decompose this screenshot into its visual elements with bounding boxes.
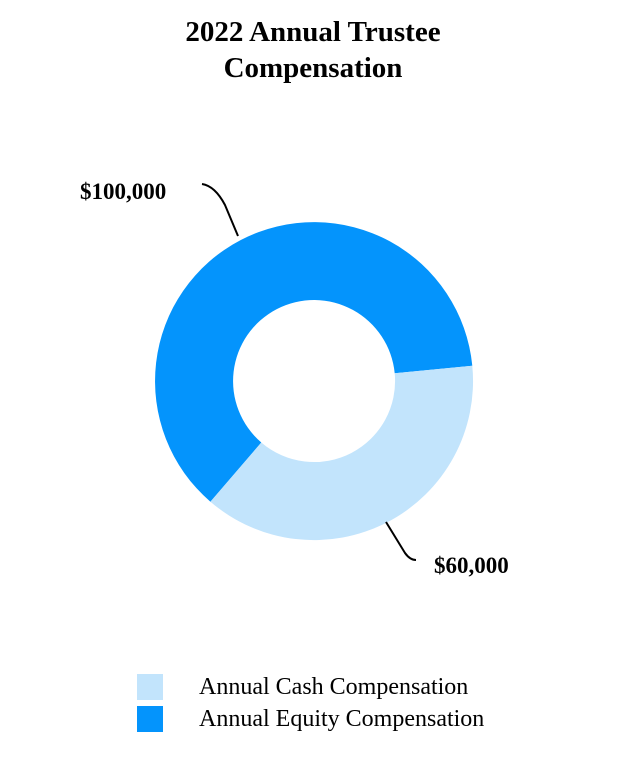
data-label-equity: $100,000 xyxy=(80,179,167,204)
leader-line-cash xyxy=(385,521,417,561)
donut-slice-cash[interactable] xyxy=(210,365,474,541)
chart-title-line-2: Compensation xyxy=(223,52,403,84)
chart-title: 2022 Annual Trustee Compensation xyxy=(0,14,626,86)
chart-title-line-1: 2022 Annual Trustee xyxy=(185,16,441,48)
legend-item-equity: Annual Equity Compensation xyxy=(137,703,484,735)
legend-item-cash: Annual Cash Compensation xyxy=(137,671,484,703)
legend: Annual Cash Compensation Annual Equity C… xyxy=(137,671,484,735)
legend-swatch-cash xyxy=(137,674,163,700)
leader-line-equity xyxy=(201,183,239,237)
donut-slice-equity[interactable] xyxy=(155,222,473,502)
legend-label-cash: Annual Cash Compensation xyxy=(199,674,469,700)
legend-label-equity: Annual Equity Compensation xyxy=(199,706,485,732)
data-label-cash: $60,000 xyxy=(434,553,509,578)
legend-swatch-equity xyxy=(137,706,163,732)
